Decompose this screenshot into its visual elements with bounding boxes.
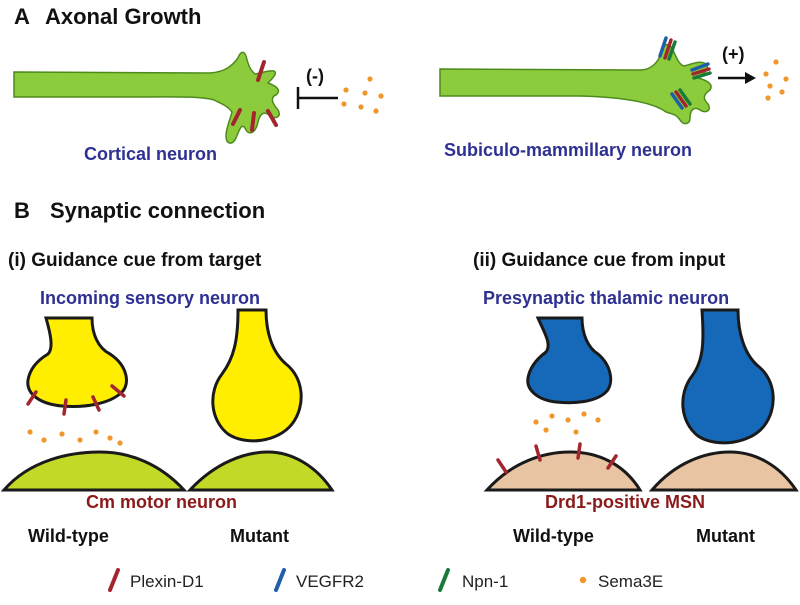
legend-label: Plexin-D1 (130, 572, 204, 591)
plexin-receptor (266, 109, 278, 127)
plexin-receptor (110, 384, 126, 398)
sema3e-cluster (533, 411, 601, 435)
genotype-mutant-i: Mutant (230, 526, 289, 546)
cortical-neuron (13, 51, 281, 144)
legend-item: VEGFR2 (274, 568, 364, 592)
plexin-receptor (231, 108, 242, 126)
sema3e-cluster (763, 59, 789, 101)
plexin-receptor (256, 60, 266, 82)
incoming-sensory-label: Incoming sensory neuron (40, 288, 260, 308)
genotype-mutant-ii: Mutant (696, 526, 755, 546)
genotype-wildtype-ii: Wild-type (513, 526, 594, 546)
plexin-receptor (606, 454, 618, 470)
receptor-complex (670, 88, 692, 110)
sensory-terminal-wildtype (26, 316, 128, 416)
plexin-receptor (534, 444, 542, 462)
plexin-receptor (26, 390, 38, 406)
presynaptic-thalamic-label: Presynaptic thalamic neuron (483, 288, 729, 308)
orange-dot-icon (579, 576, 587, 584)
legend-item: Npn-1 (438, 568, 508, 592)
msn-wildtype (483, 442, 643, 492)
cortical-neuron-label: Cortical neuron (84, 144, 217, 164)
sema3e-cluster (341, 76, 384, 114)
sema3e-cluster (27, 429, 123, 446)
attraction-sign: (+) (722, 44, 745, 64)
repulsion-arrow (296, 87, 338, 109)
panel-b-letter: B (14, 198, 30, 223)
legend-item: Sema3E (579, 572, 663, 591)
drd1-msn-label: Drd1-positive MSN (545, 492, 705, 512)
thalamic-terminal-mutant (681, 308, 775, 445)
legend-label: Npn-1 (462, 572, 508, 591)
attraction-arrow (718, 72, 756, 84)
sensory-terminal-mutant (211, 308, 303, 443)
plexin-receptor (250, 111, 256, 132)
section-ii-heading: (ii) Guidance cue from input (473, 250, 726, 271)
subiculo-neuron-label: Subiculo-mammillary neuron (444, 140, 692, 160)
msn-mutant (648, 450, 799, 492)
section-i-heading: (i) Guidance cue from target (8, 250, 262, 271)
thalamic-terminal-wildtype (526, 316, 613, 405)
plexin-receptor (576, 442, 582, 460)
receptor-complex (658, 36, 677, 61)
panel-b: B Synaptic connection (i) Guidance cue f… (0, 198, 799, 546)
motor-neuron-wildtype (0, 450, 188, 492)
plexin-receptor (496, 458, 508, 474)
receptor-complex (690, 62, 712, 80)
genotype-wildtype-i: Wild-type (28, 526, 109, 546)
subiculo-neuron (439, 36, 712, 125)
legend-label: Sema3E (598, 572, 663, 591)
plexin-receptor (91, 395, 101, 412)
plexin-receptor (62, 398, 68, 416)
panel-b-title: Synaptic connection (50, 198, 265, 223)
green-bar-icon (438, 568, 450, 592)
blue-bar-icon (274, 568, 286, 592)
red-bar-icon (108, 568, 120, 592)
legend: Plexin-D1 VEGFR2 Npn-1 Sema3E (108, 568, 663, 592)
cortical-axon-shape (13, 51, 281, 144)
panel-a-title: Axonal Growth (45, 4, 201, 29)
cm-motor-neuron-label: Cm motor neuron (86, 492, 237, 512)
legend-item: Plexin-D1 (108, 568, 204, 592)
panel-a-letter: A (14, 4, 30, 29)
legend-label: VEGFR2 (296, 572, 364, 591)
repulsion-sign: (-) (306, 66, 324, 86)
panel-a: A Axonal Growth (-) Cortical neuro (13, 4, 789, 164)
motor-neuron-mutant (186, 450, 335, 492)
